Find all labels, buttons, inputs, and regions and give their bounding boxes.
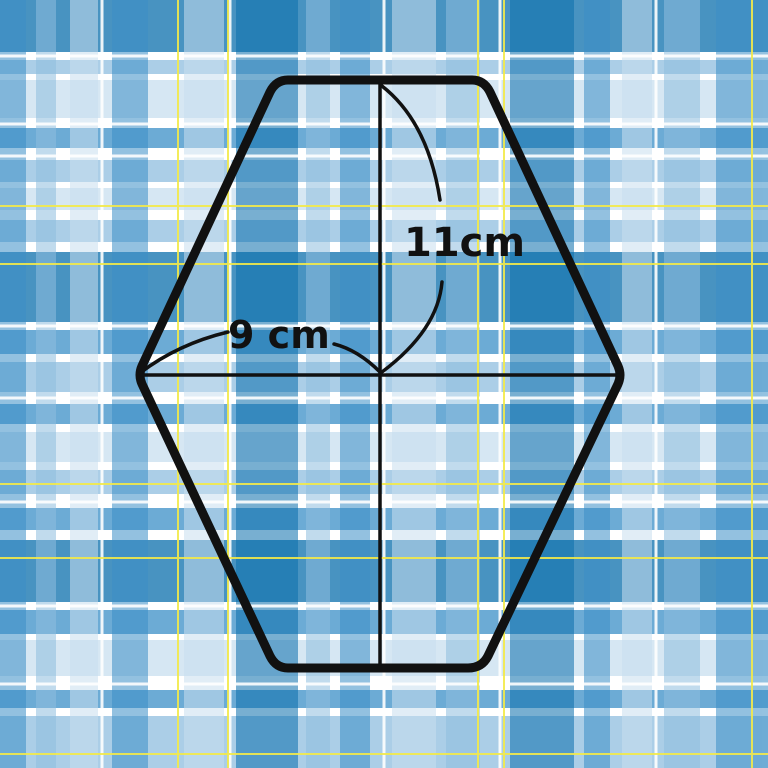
height-measure-arc: [380, 280, 444, 374]
hexagon-outline: [135, 75, 625, 673]
height-label: 11cm: [404, 220, 525, 266]
height-measure-arc: [380, 84, 442, 202]
width-measure-arc: [138, 330, 230, 375]
width-label: 9 cm: [228, 313, 330, 357]
width-measure-arc: [332, 342, 382, 374]
